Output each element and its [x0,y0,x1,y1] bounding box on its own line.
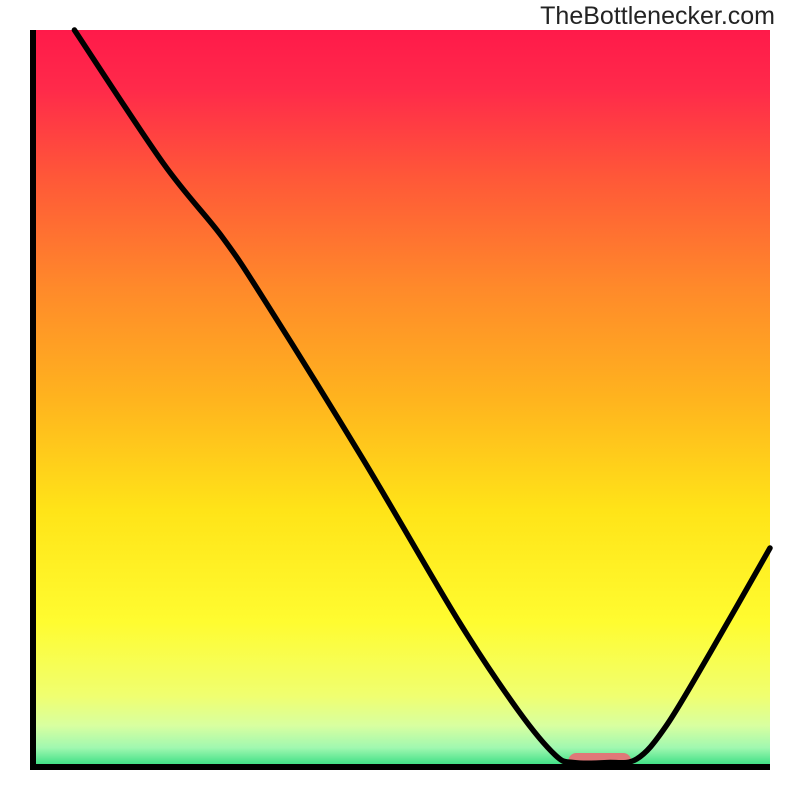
chart-container: TheBottlenecker.com [0,0,800,800]
bottleneck-chart [0,0,800,800]
watermark-text: TheBottlenecker.com [540,2,775,31]
plot-background [30,30,770,770]
